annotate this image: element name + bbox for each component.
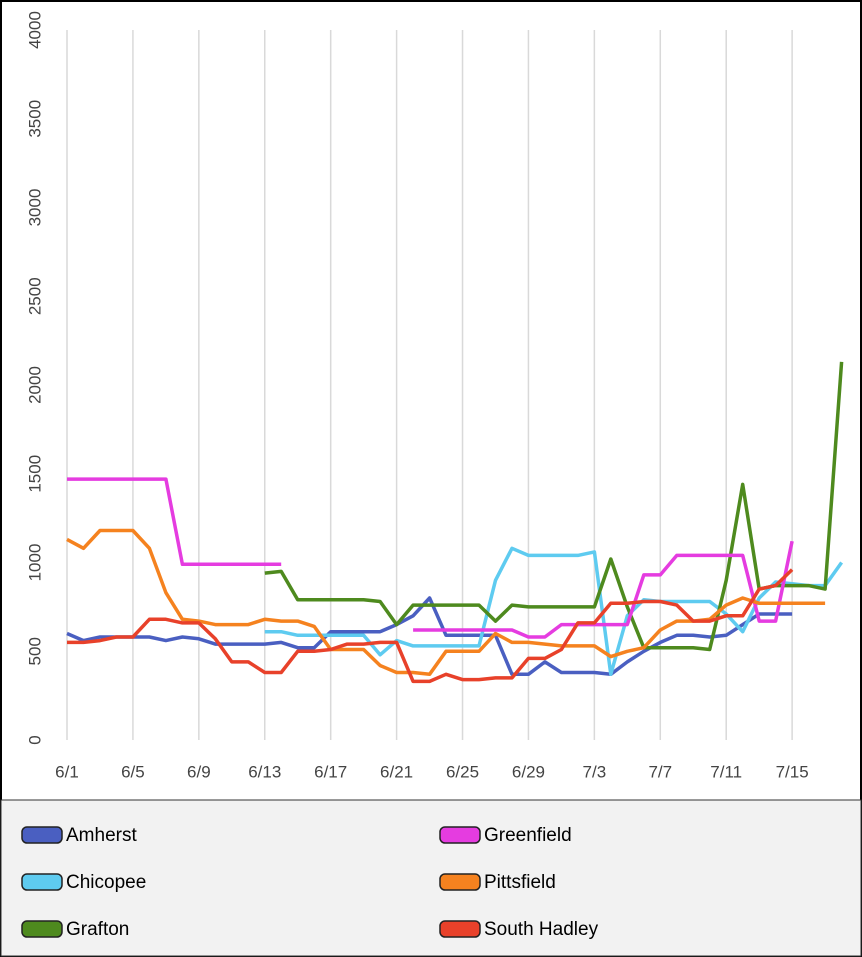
x-tick-label: 6/25 — [446, 762, 479, 781]
x-tick-label: 6/21 — [380, 762, 413, 781]
y-tick-label: 3500 — [25, 100, 44, 138]
legend-label: Amherst — [66, 825, 137, 846]
y-tick-label: 2500 — [25, 277, 44, 315]
legend-label: Grafton — [66, 919, 129, 940]
legend-panel — [0, 799, 862, 957]
y-tick-label: 2000 — [25, 366, 44, 404]
x-tick-label: 6/29 — [512, 762, 545, 781]
series-line — [264, 361, 844, 652]
legend-label: Pittsfield — [484, 872, 556, 893]
x-tick-label: 6/9 — [187, 762, 211, 781]
series-line — [66, 596, 793, 677]
x-tick-label: 6/13 — [248, 762, 281, 781]
x-tick-label: 7/11 — [710, 762, 742, 781]
legend-swatch — [21, 873, 63, 891]
lines — [66, 361, 844, 684]
x-tick-label: 6/17 — [314, 762, 347, 781]
series-line — [264, 546, 844, 677]
legend-swatch — [439, 826, 481, 844]
legend-label: Greenfield — [484, 825, 572, 846]
series-line — [67, 568, 794, 684]
legend-swatch — [21, 920, 63, 938]
x-tick-label: 7/3 — [583, 762, 607, 781]
y-tick-label: 3000 — [25, 189, 44, 227]
legend-swatch — [439, 920, 481, 938]
legend-label: Chicopee — [66, 872, 146, 893]
y-tick-label: 0 — [25, 735, 44, 744]
y-tick-label: 500 — [25, 637, 44, 665]
legend-swatch — [21, 826, 63, 844]
y-tick-label: 1500 — [25, 455, 44, 493]
series-line — [67, 477, 794, 639]
x-tick-label: 7/15 — [776, 762, 809, 781]
y-tick-label: 4000 — [25, 11, 44, 49]
x-tick-label: 6/5 — [121, 762, 145, 781]
labels: 0 500 1000 1500 2000 2500 3000 3500 4000 6/1 6/5 6/… — [25, 11, 808, 781]
legend-swatch — [439, 873, 481, 891]
y-tick-label: 1000 — [25, 544, 44, 582]
x-tick-label: 7/7 — [648, 762, 672, 781]
x-tick-label: 6/1 — [55, 762, 79, 781]
legend-label: South Hadley — [484, 919, 599, 940]
